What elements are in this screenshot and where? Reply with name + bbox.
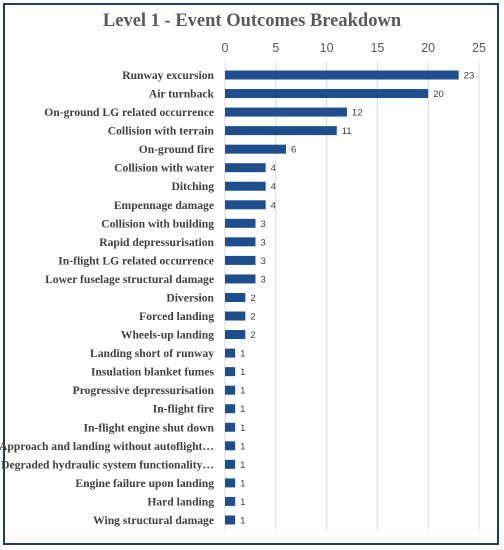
category-label: Collision with terrain bbox=[108, 125, 215, 138]
bar bbox=[225, 292, 246, 302]
bar bbox=[225, 422, 236, 432]
data-label: 4 bbox=[271, 182, 276, 193]
category-label: Lower fuselage structural damage bbox=[45, 273, 214, 286]
bar bbox=[225, 181, 266, 191]
data-label: 4 bbox=[271, 163, 276, 174]
bar bbox=[225, 515, 236, 525]
x-tick-label: 25 bbox=[472, 41, 486, 55]
category-label: In-flight fire bbox=[153, 403, 214, 416]
data-label: 1 bbox=[240, 460, 245, 471]
category-label: Wheels-up landing bbox=[121, 329, 214, 342]
data-label: 2 bbox=[250, 330, 255, 341]
x-tick-label: 20 bbox=[421, 41, 435, 55]
bar bbox=[225, 70, 459, 80]
data-label: 1 bbox=[240, 515, 245, 526]
data-label: 1 bbox=[240, 441, 245, 452]
x-tick-label: 0 bbox=[222, 41, 229, 55]
bar bbox=[225, 144, 286, 154]
category-label: Progressive depressurisation bbox=[73, 384, 215, 397]
bar bbox=[225, 89, 429, 99]
bar bbox=[225, 107, 347, 117]
x-tick-label: 15 bbox=[370, 41, 384, 55]
bar bbox=[225, 441, 236, 451]
bar bbox=[225, 255, 256, 265]
data-label: 3 bbox=[260, 219, 265, 230]
category-label: On-ground fire bbox=[139, 143, 214, 156]
bar bbox=[225, 478, 236, 488]
x-tick-label: 10 bbox=[320, 41, 334, 55]
data-label: 3 bbox=[260, 237, 265, 248]
category-label: In-flight engine shut down bbox=[84, 421, 215, 434]
bar bbox=[225, 496, 236, 506]
bar bbox=[225, 218, 256, 228]
category-label: Approach and landing without autoflight… bbox=[0, 440, 214, 453]
category-label: Degraded hydraulic system functionality… bbox=[1, 458, 214, 471]
bar bbox=[225, 274, 256, 284]
data-label: 6 bbox=[291, 145, 296, 156]
category-label: Runway excursion bbox=[122, 69, 214, 82]
bar bbox=[225, 311, 246, 321]
bar bbox=[225, 163, 266, 173]
category-label: Empennage damage bbox=[114, 199, 214, 212]
data-label: 20 bbox=[433, 89, 444, 100]
bar bbox=[225, 404, 236, 414]
x-tick-label: 5 bbox=[272, 41, 279, 55]
data-label: 11 bbox=[342, 126, 352, 137]
bars bbox=[225, 70, 459, 525]
category-label: Insulation blanket fumes bbox=[91, 366, 215, 379]
data-label: 1 bbox=[240, 423, 245, 434]
category-label: Wing structural damage bbox=[93, 514, 214, 527]
data-label: 1 bbox=[240, 386, 245, 397]
bar bbox=[225, 459, 236, 469]
data-label: 4 bbox=[271, 200, 276, 211]
category-label: Collision with water bbox=[114, 162, 214, 175]
data-label: 3 bbox=[260, 274, 265, 285]
bar bbox=[225, 385, 236, 395]
bar bbox=[225, 348, 236, 358]
data-label: 23 bbox=[464, 71, 475, 82]
category-label: In-flight LG related occurrence bbox=[58, 254, 214, 267]
bar bbox=[225, 367, 236, 377]
category-label: Rapid depressurisation bbox=[99, 236, 214, 249]
category-label: Hard landing bbox=[147, 495, 214, 508]
data-label: 2 bbox=[250, 293, 255, 304]
category-label: Ditching bbox=[171, 180, 214, 193]
category-label: Engine failure upon landing bbox=[75, 477, 214, 490]
category-label: Landing short of runway bbox=[90, 347, 214, 360]
category-labels: Runway excursion Air turnback On-ground LG… bbox=[0, 69, 215, 527]
data-label: 12 bbox=[352, 108, 363, 119]
data-label: 1 bbox=[240, 367, 245, 378]
bar bbox=[225, 330, 246, 340]
category-label: Air turnback bbox=[149, 88, 215, 101]
category-label: On-ground LG related occurrence bbox=[44, 106, 214, 119]
data-label: 1 bbox=[240, 478, 245, 489]
category-label: Forced landing bbox=[139, 310, 214, 323]
chart-title: Level 1 - Event Outcomes Breakdown bbox=[102, 11, 402, 31]
category-label: Collision with building bbox=[101, 217, 214, 230]
bar bbox=[225, 200, 266, 210]
x-axis-ticks: 0 5 10 15 20 25 bbox=[222, 41, 486, 55]
category-label: Diversion bbox=[166, 291, 214, 304]
data-label: 2 bbox=[250, 312, 255, 323]
bar bbox=[225, 237, 256, 247]
bar bbox=[225, 126, 337, 136]
data-label: 1 bbox=[240, 497, 245, 508]
data-label: 3 bbox=[260, 256, 265, 267]
data-label: 1 bbox=[240, 404, 245, 415]
data-label: 1 bbox=[240, 349, 245, 360]
